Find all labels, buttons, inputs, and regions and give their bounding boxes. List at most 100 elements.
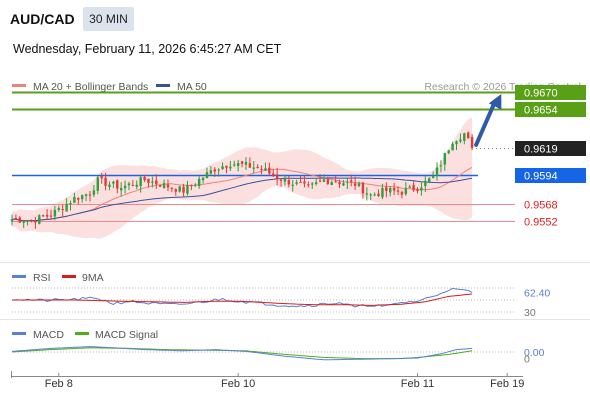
candle <box>326 176 330 186</box>
candle-body <box>233 164 236 166</box>
candle <box>147 178 150 188</box>
datetime-label: Wednesday, February 11, 2026 6:45:27 AM … <box>13 42 282 56</box>
candle-body <box>178 186 181 192</box>
candle <box>268 162 271 177</box>
candle <box>41 214 45 217</box>
candle-body <box>455 141 458 145</box>
rsi-ma-legend-swatch <box>62 275 76 278</box>
candle-body <box>96 177 99 191</box>
candle-body <box>396 190 400 192</box>
candle <box>377 189 380 197</box>
candle-body <box>57 208 60 210</box>
candle <box>143 174 146 183</box>
candle-body <box>139 177 142 187</box>
candle-body <box>10 219 14 222</box>
candle <box>342 179 345 187</box>
candle-body <box>439 165 443 167</box>
candle-body <box>392 188 396 191</box>
legend-swatch <box>156 84 170 87</box>
candle-body <box>451 143 454 151</box>
candle-body <box>190 185 193 187</box>
candle <box>424 176 427 192</box>
candle <box>225 165 228 174</box>
candle-body <box>240 161 244 164</box>
candle <box>119 182 123 197</box>
candle-body <box>236 162 240 166</box>
candle <box>334 176 337 183</box>
candle <box>455 140 458 151</box>
candle-body <box>92 190 96 195</box>
candle-body <box>73 197 76 203</box>
candle-body <box>221 166 224 169</box>
candle <box>84 193 88 202</box>
candle-body <box>470 136 474 148</box>
candle <box>201 177 205 184</box>
candle <box>65 198 68 212</box>
candle-body <box>447 150 450 154</box>
chart-header: AUD/CAD 30 MIN Wednesday, February 11, 2… <box>0 0 590 70</box>
candle <box>112 180 115 189</box>
candle-body <box>295 182 298 184</box>
candle <box>318 174 322 183</box>
candle-body <box>131 184 135 186</box>
candle <box>92 185 96 198</box>
rsi-ma-line <box>12 293 473 306</box>
candle-body <box>342 183 345 186</box>
candle <box>240 160 244 168</box>
candle-body <box>143 177 146 181</box>
candle-body <box>404 188 408 195</box>
current-price-label: 0.9619 <box>524 144 558 156</box>
candle-body <box>377 193 380 197</box>
candle-body <box>18 217 22 223</box>
candle-body <box>334 181 337 183</box>
candle-body <box>326 179 330 184</box>
macd-tick-label: 0 <box>524 354 530 366</box>
macd-signal-line <box>11 347 473 360</box>
candle <box>381 183 384 200</box>
candle <box>217 168 220 177</box>
candle <box>357 181 361 188</box>
timeframe-button[interactable]: 30 MIN <box>83 7 134 31</box>
candle <box>420 181 423 196</box>
candle <box>69 200 72 211</box>
candle-body <box>369 194 372 196</box>
candle <box>248 157 252 168</box>
candle <box>361 181 365 199</box>
candle-body <box>252 167 255 169</box>
candle-body <box>127 183 131 186</box>
candle-body <box>385 187 388 192</box>
candle-body <box>225 165 228 168</box>
candle-body <box>205 172 209 179</box>
macd-tick-label: 0.00 <box>524 347 545 359</box>
candle <box>158 184 162 187</box>
candle <box>197 176 201 189</box>
candle <box>38 214 41 225</box>
candle-body <box>463 133 466 141</box>
candle <box>73 192 76 203</box>
candle-body <box>69 203 72 205</box>
candle-body <box>84 194 88 197</box>
candle-body <box>431 176 435 179</box>
legend-label: MA 20 + Bollinger Bands <box>33 81 148 93</box>
candle <box>194 183 197 188</box>
main-legend: MA 20 + Bollinger Bands MA 50 <box>12 81 207 93</box>
candle-body <box>244 161 248 165</box>
candle <box>190 184 193 191</box>
bollinger-band <box>12 117 473 239</box>
candle <box>123 180 127 194</box>
candle-body <box>264 168 267 171</box>
arrow-head <box>488 93 502 110</box>
candle-body <box>412 185 415 191</box>
candle-body <box>303 181 306 184</box>
candle <box>275 167 279 186</box>
candle <box>416 187 419 194</box>
macd-legend-label: MACD <box>33 329 64 341</box>
legend-label: MA 50 <box>177 81 207 93</box>
candle-body <box>201 177 205 181</box>
candle-body <box>408 186 411 188</box>
candle <box>162 179 166 189</box>
resistance-price-label: 0.9654 <box>524 105 558 117</box>
candle-body <box>400 192 404 195</box>
candle <box>100 173 103 184</box>
